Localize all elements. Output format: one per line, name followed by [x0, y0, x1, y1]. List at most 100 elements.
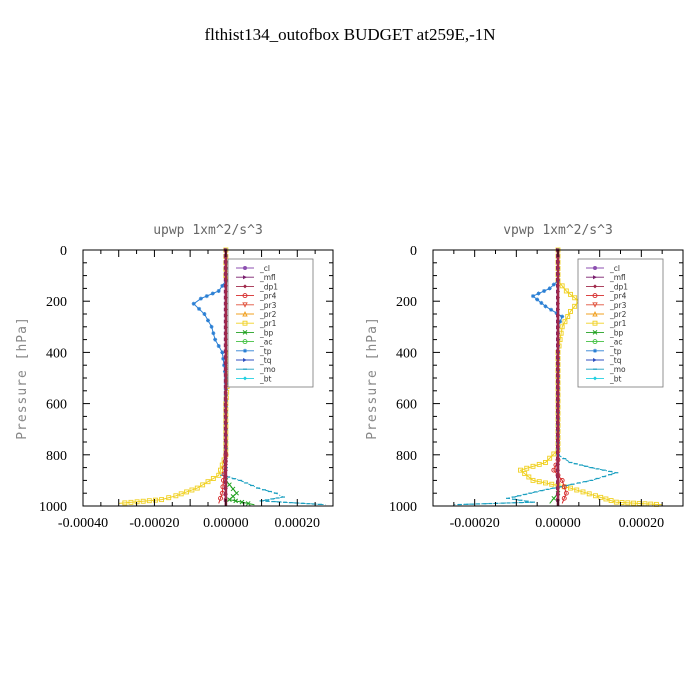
- data-point: [227, 497, 232, 502]
- data-point: [556, 438, 560, 443]
- x-tick-label: -0.00020: [129, 516, 179, 531]
- legend-label: _pr3: [609, 301, 627, 310]
- legend-marker: [592, 330, 598, 335]
- data-point: [223, 432, 228, 437]
- data-point: [221, 356, 226, 361]
- data-point: [574, 487, 580, 493]
- data-point: [568, 485, 573, 491]
- data-point: [556, 367, 560, 372]
- y-tick-label: 200: [46, 295, 67, 310]
- data-point: [556, 373, 560, 378]
- legend-marker: [592, 339, 598, 345]
- data-point: [556, 349, 560, 354]
- data-point: [202, 312, 207, 316]
- data-point: [556, 396, 560, 401]
- data-point: [223, 295, 228, 300]
- data-point: [625, 500, 631, 506]
- data-point: [547, 455, 553, 461]
- data-point: [556, 456, 560, 461]
- data-point: [223, 426, 228, 431]
- legend-entry: _mo: [236, 365, 276, 374]
- legend-marker: [243, 284, 247, 289]
- legend-label: _tq: [259, 356, 272, 365]
- legend-entry: _mfl: [586, 273, 626, 282]
- data-point: [223, 492, 228, 497]
- data-point: [543, 304, 548, 309]
- series-bp: [223, 478, 255, 506]
- data-point: [223, 390, 228, 395]
- legend-entry: _dp1: [586, 282, 628, 291]
- data-point: [556, 450, 560, 455]
- data-point: [593, 493, 598, 499]
- data-point: [556, 295, 560, 300]
- data-point: [556, 432, 560, 437]
- legend-marker: [242, 293, 248, 299]
- data-point: [563, 288, 569, 294]
- data-point: [530, 477, 536, 483]
- x-tick-label: -0.00040: [58, 516, 108, 531]
- data-point: [223, 313, 228, 318]
- data-point: [531, 294, 535, 299]
- legend-label: _bp: [609, 328, 624, 337]
- legend-entry: _pr4: [586, 292, 627, 301]
- data-point: [556, 343, 560, 348]
- y-tick-label: 0: [410, 244, 417, 259]
- x-tick-label: -0.00020: [450, 516, 500, 531]
- y-tick-label: 800: [396, 449, 417, 464]
- data-point: [556, 283, 560, 288]
- data-point: [223, 396, 228, 401]
- plot-panel-2: vpwp 1xm^2/s^3 Pressure [hPa] 0 200 400 600 80…: [365, 223, 684, 531]
- data-point: [223, 259, 228, 264]
- data-point: [568, 291, 573, 297]
- data-point: [613, 499, 619, 505]
- legend-label: _cl: [259, 264, 270, 273]
- legend-marker: [243, 275, 247, 280]
- data-point: [184, 489, 190, 495]
- data-point: [556, 444, 560, 449]
- data-point: [524, 465, 530, 471]
- data-point: [554, 311, 559, 316]
- data-point: [223, 271, 228, 276]
- data-point: [245, 501, 251, 506]
- x-tick-label: 0.00000: [535, 516, 581, 531]
- y-ticks: 0 200 400 600 800 1000: [39, 244, 333, 515]
- data-point: [586, 491, 592, 497]
- y-tick-label: 800: [46, 449, 67, 464]
- data-point: [223, 265, 228, 270]
- data-point: [223, 289, 228, 294]
- legend-entry: _pr1: [586, 319, 627, 328]
- data-point: [223, 301, 228, 306]
- data-point: [518, 467, 523, 473]
- data-point: [223, 480, 228, 485]
- legend-marker: [242, 310, 248, 317]
- data-point: [568, 308, 573, 314]
- legend-label: _tp: [609, 347, 622, 356]
- data-point: [222, 363, 227, 368]
- data-point: [556, 468, 560, 473]
- data-point: [551, 495, 557, 501]
- data-point: [223, 349, 228, 354]
- legend-label: _pr1: [609, 319, 627, 328]
- data-point: [539, 300, 544, 305]
- data-point: [565, 314, 571, 320]
- data-point: [227, 482, 232, 488]
- legend-box: [227, 258, 314, 388]
- legend-label: _bt: [609, 374, 622, 383]
- data-point: [223, 420, 228, 425]
- data-point: [223, 384, 228, 389]
- data-point: [205, 479, 211, 485]
- y-tick-label: 0: [60, 244, 67, 259]
- data-point: [213, 337, 218, 342]
- legend-label: _pr1: [259, 319, 277, 328]
- data-point: [556, 355, 560, 360]
- series-tp: [191, 248, 228, 468]
- legend-entry: _ac: [586, 338, 622, 347]
- data-point: [556, 313, 560, 318]
- legend-entry: _tq: [236, 356, 272, 365]
- series-dp1: [223, 248, 228, 506]
- legend-entry: _mo: [586, 365, 626, 374]
- y-ticks: 0 200 400 600 800 1000: [389, 244, 683, 515]
- legend-entry: _pr2: [236, 310, 277, 319]
- data-point: [218, 467, 223, 473]
- data-point: [223, 343, 228, 348]
